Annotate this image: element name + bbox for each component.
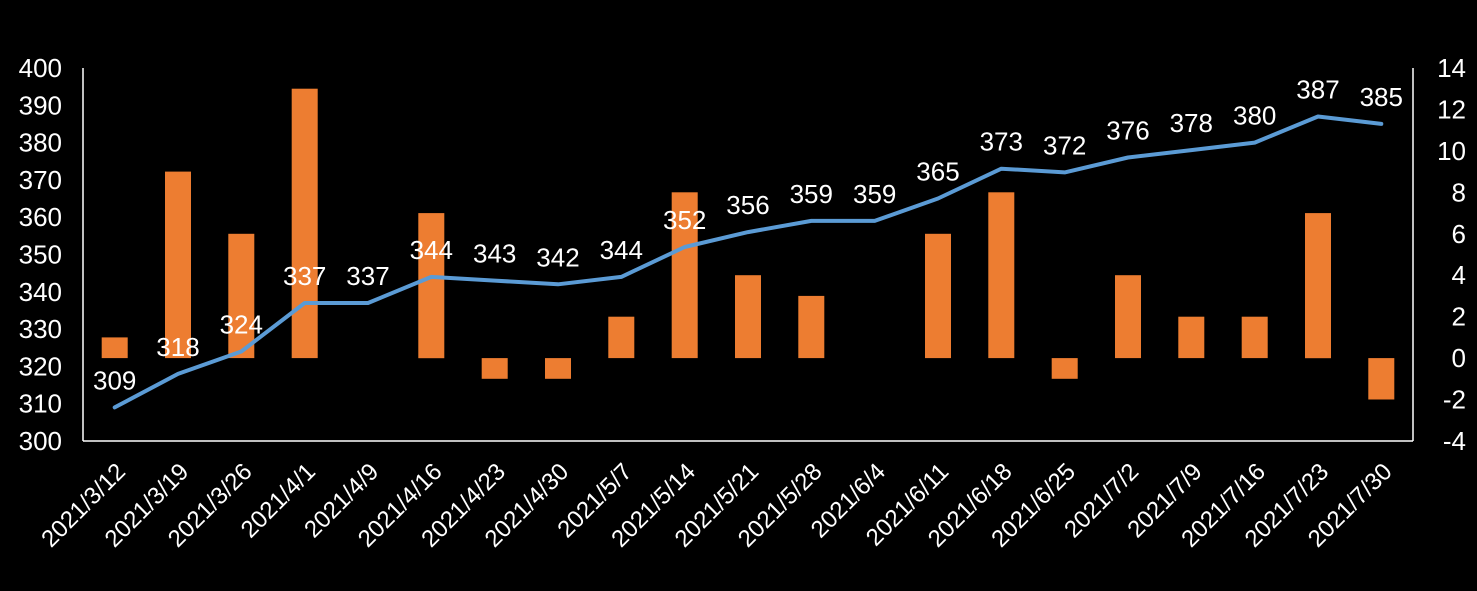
bar-series: [101, 88, 1395, 400]
data-label: 344: [600, 235, 643, 265]
data-label: 359: [790, 179, 833, 209]
left-tick-label: 320: [19, 351, 62, 381]
bar-2021/6/25: [1051, 358, 1078, 379]
right-tick-label: 4: [1452, 260, 1466, 290]
bar-2021/3/12: [101, 337, 128, 359]
data-label: 376: [1106, 116, 1149, 146]
line-data-labels: 309 318 324 337 337 344 343 342 344 352 356 359 359 3…: [93, 75, 1403, 396]
data-label: 352: [663, 205, 706, 235]
bar-2021/5/7: [608, 316, 635, 359]
bar-2021/3/19: [165, 171, 191, 359]
left-tick-label: 340: [19, 277, 62, 307]
bar-2021/4/23: [481, 358, 508, 379]
left-tick-label: 310: [19, 389, 62, 419]
right-tick-label: 10: [1437, 136, 1466, 166]
bar-2021/7/30: [1368, 358, 1395, 400]
right-axis-ticks: -4 -2 0 2 4 6 8 10 12 14: [1437, 53, 1466, 456]
data-label: 365: [916, 157, 959, 187]
bar-2021/4/16: [418, 213, 445, 359]
bar-2021/7/16: [1241, 316, 1268, 359]
left-tick-label: 400: [19, 53, 62, 83]
data-label: 344: [410, 235, 453, 265]
bar-2021/7/9: [1178, 316, 1205, 359]
x-axis-labels: 2021/3/122021/3/192021/3/262021/4/12021/…: [36, 458, 1397, 553]
line-path: [112, 114, 1384, 410]
chart-axes: [82, 68, 1414, 442]
right-tick-label: 0: [1452, 343, 1466, 373]
right-tick-label: 8: [1452, 177, 1466, 207]
bar-2021/7/2: [1115, 275, 1141, 359]
bar-2021/4/1: [291, 88, 318, 359]
left-tick-label: 390: [19, 90, 62, 120]
left-tick-label: 380: [19, 128, 62, 158]
data-label: 378: [1170, 108, 1213, 138]
right-tick-label: 6: [1452, 219, 1466, 249]
data-label: 356: [726, 190, 769, 220]
line-series: [112, 114, 1384, 410]
data-label: 309: [93, 365, 136, 395]
data-label: 324: [220, 310, 263, 340]
data-label: 359: [853, 179, 896, 209]
left-tick-label: 330: [19, 314, 62, 344]
right-tick-label: 12: [1437, 94, 1466, 124]
bar-2021/5/28: [798, 295, 825, 359]
right-tick-label: 14: [1437, 53, 1466, 83]
right-tick-label: -4: [1443, 426, 1466, 456]
bar-2021/6/11: [925, 233, 951, 359]
right-tick-label: -2: [1443, 385, 1466, 415]
right-tick-label: 2: [1452, 302, 1466, 332]
left-tick-label: 370: [19, 165, 62, 195]
data-label: 387: [1296, 75, 1339, 105]
bar-2021/6/18: [988, 192, 1015, 359]
bar-2021/7/23: [1305, 213, 1331, 359]
data-label: 337: [346, 261, 389, 291]
left-tick-label: 300: [19, 426, 62, 456]
data-label: 318: [156, 332, 199, 362]
left-tick-label: 360: [19, 202, 62, 232]
data-label: 372: [1043, 130, 1086, 160]
data-label: 385: [1360, 82, 1403, 112]
data-label: 337: [283, 261, 326, 291]
data-label: 343: [473, 239, 516, 269]
bar-2021/5/14: [671, 192, 698, 359]
bar-2021/3/26: [228, 233, 255, 359]
data-label: 380: [1233, 101, 1276, 131]
data-label: 373: [980, 127, 1023, 157]
data-label: 342: [536, 242, 579, 272]
bar-2021/4/30: [545, 358, 571, 379]
left-tick-label: 350: [19, 240, 62, 270]
bar-2021/5/21: [735, 275, 761, 359]
left-axis-ticks: 300 310 320 330 340 350 360 370 380 390 400: [19, 53, 62, 456]
